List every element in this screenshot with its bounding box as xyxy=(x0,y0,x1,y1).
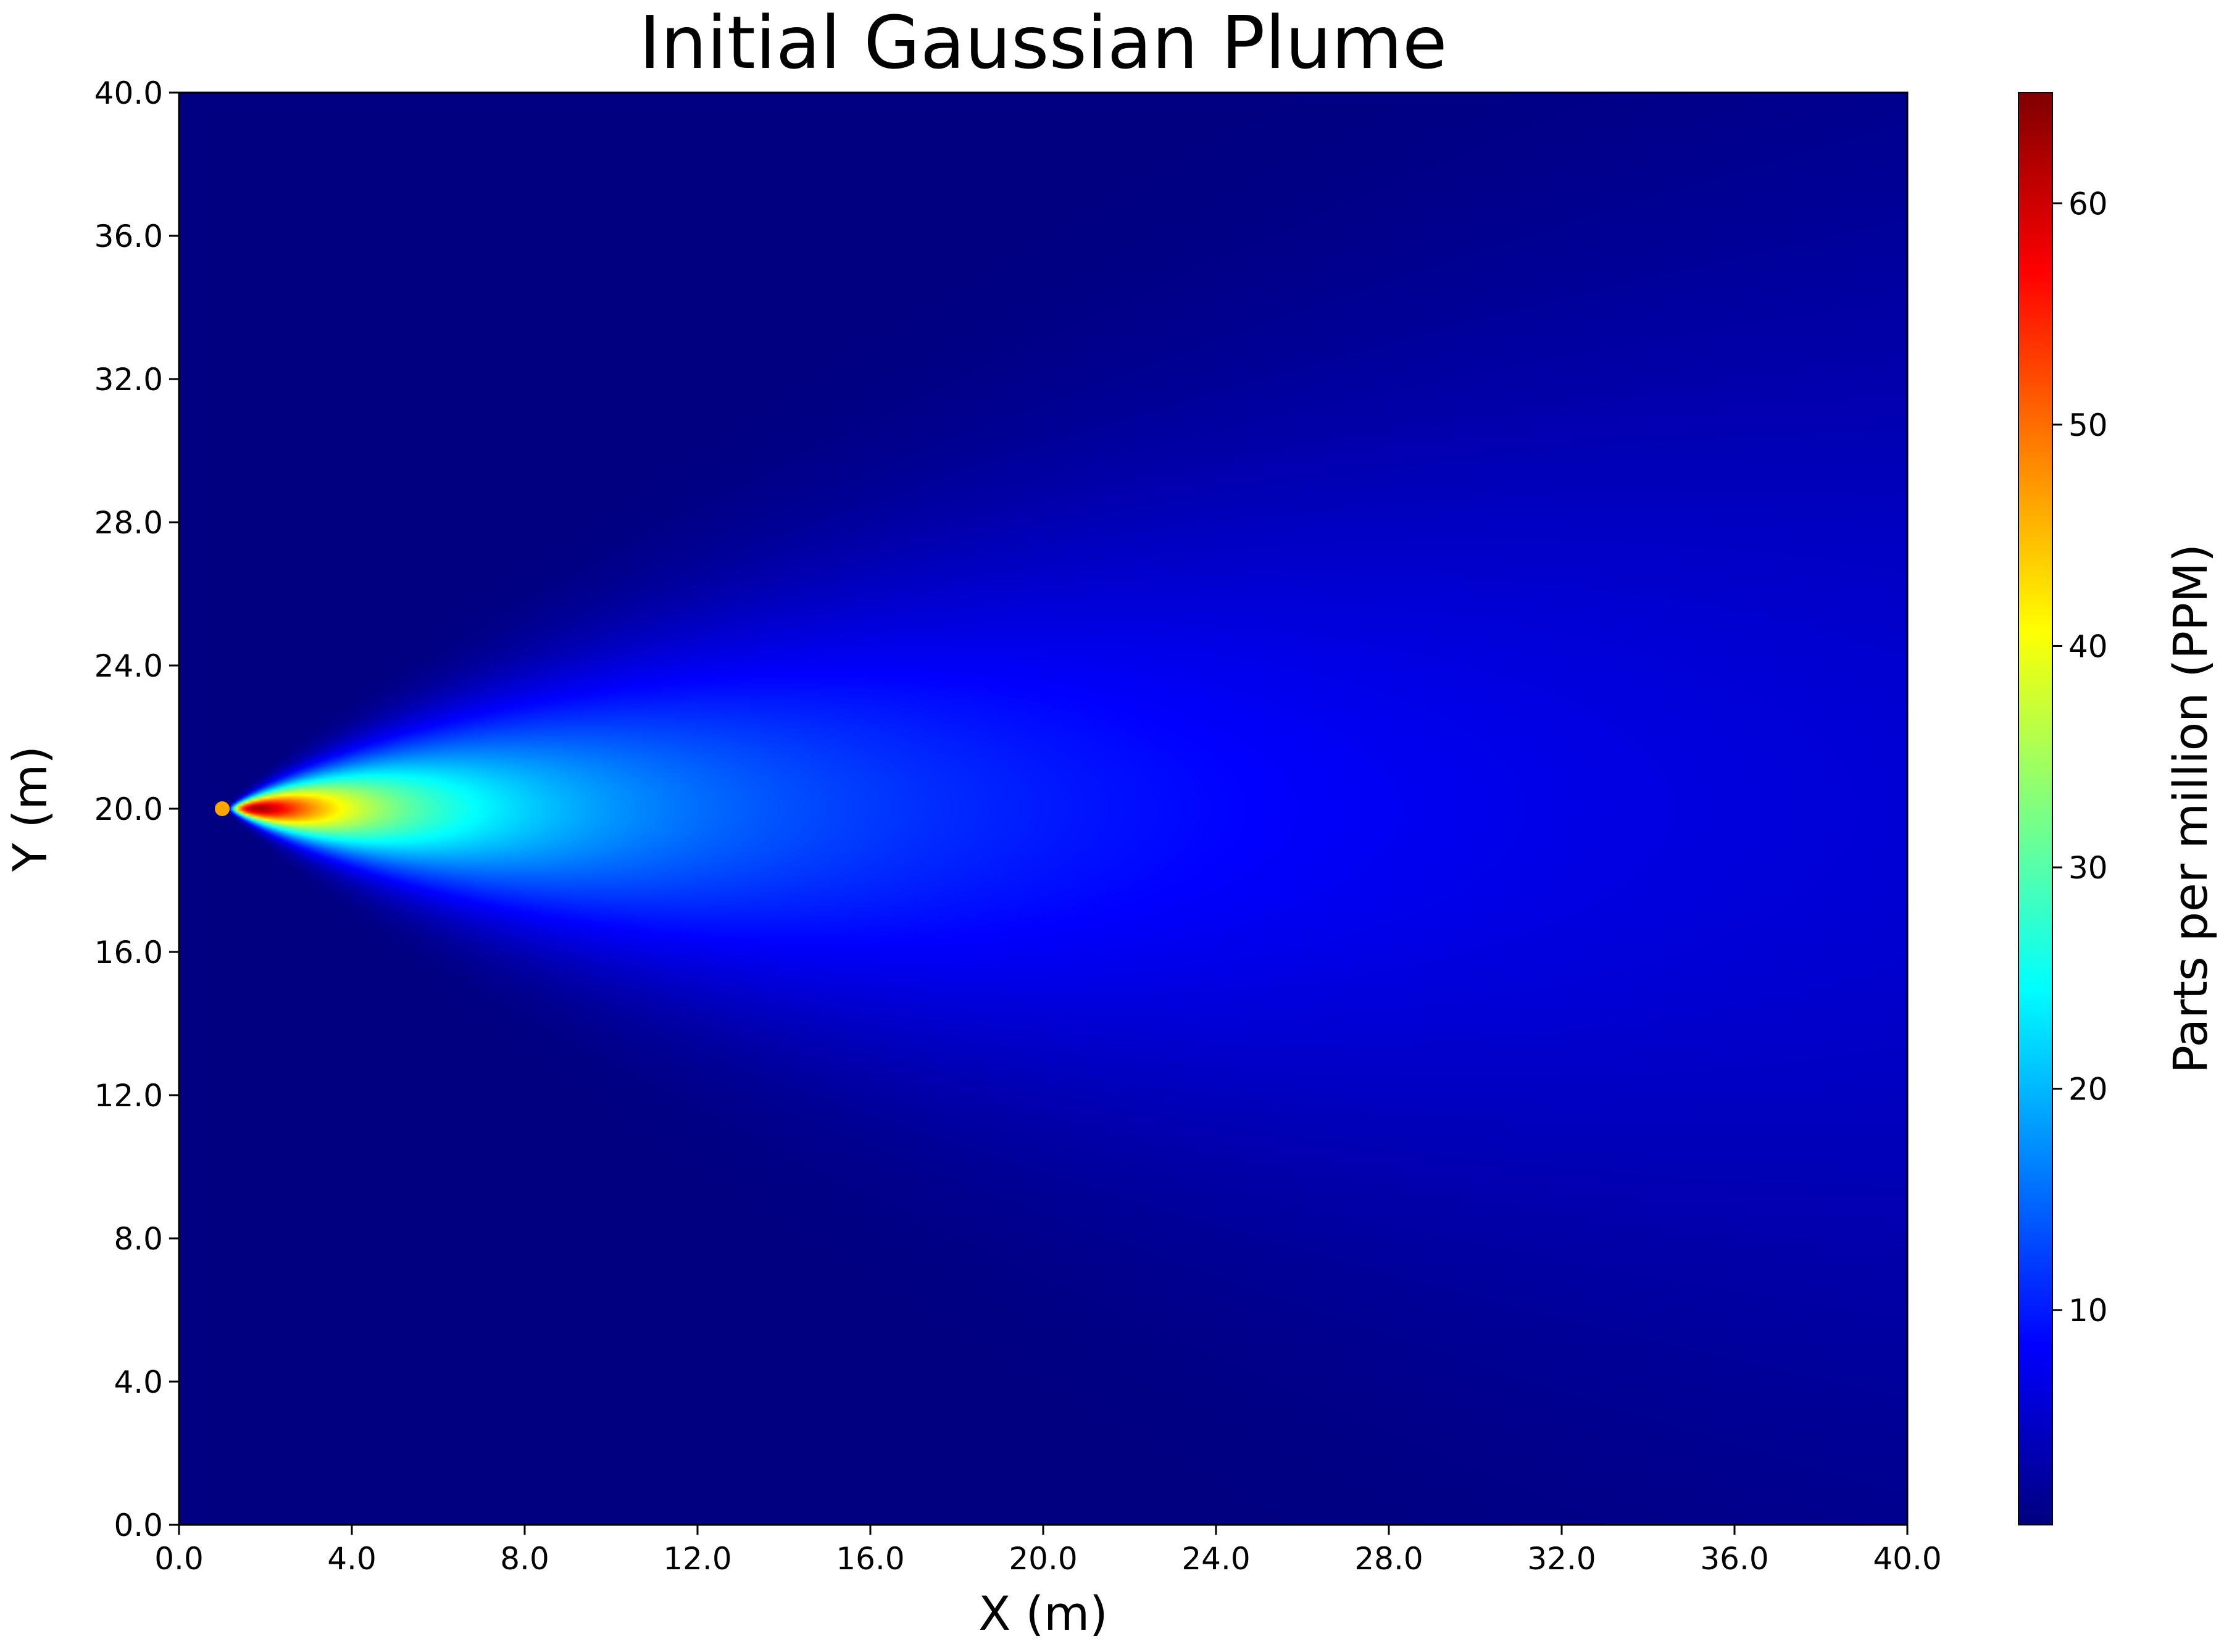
y-tick-label: 16.0 xyxy=(94,935,163,970)
x-axis-label: X (m) xyxy=(978,1586,1108,1641)
colorbar-tick-label: 40 xyxy=(2068,628,2108,664)
colorbar-tick-label: 20 xyxy=(2068,1072,2108,1108)
chart-title: Initial Gaussian Plume xyxy=(639,0,1447,85)
x-tick-label: 36.0 xyxy=(1700,1541,1768,1577)
colorbar-label: Parts per million (PPM) xyxy=(2163,544,2218,1074)
y-tick-label: 20.0 xyxy=(94,791,163,827)
y-tick-label: 12.0 xyxy=(94,1078,163,1114)
x-tick-label: 16.0 xyxy=(836,1541,904,1577)
colorbar-tick-label: 10 xyxy=(2068,1293,2108,1329)
y-axis-label: Y (m) xyxy=(2,746,57,872)
y-tick-label: 40.0 xyxy=(94,75,163,111)
x-tick-label: 28.0 xyxy=(1354,1541,1423,1577)
colorbar-tick-label: 50 xyxy=(2068,407,2108,443)
y-tick-label: 4.0 xyxy=(114,1364,163,1400)
x-tick-label: 8.0 xyxy=(500,1541,549,1577)
y-tick-label: 24.0 xyxy=(94,648,163,684)
y-tick-label: 8.0 xyxy=(114,1221,163,1257)
x-tick-label: 12.0 xyxy=(663,1541,731,1577)
colorbar-gradient xyxy=(2018,92,2053,1525)
y-tick-label: 36.0 xyxy=(94,219,163,254)
y-tick-label: 28.0 xyxy=(94,505,163,541)
x-tick-label: 4.0 xyxy=(327,1541,377,1577)
plume-heatmap xyxy=(179,93,1907,1525)
colorbar-tick-label: 30 xyxy=(2068,850,2108,886)
x-tick-label: 32.0 xyxy=(1527,1541,1596,1577)
y-axis: 0.0 4.0 8.0 12.0 16.0 20.0 24.0 28.0 32.0 36.0 40.… xyxy=(94,75,179,1543)
colorbar-tick-label: 60 xyxy=(2068,186,2108,222)
x-tick-label: 24.0 xyxy=(1181,1541,1250,1577)
x-tick-label: 20.0 xyxy=(1009,1541,1077,1577)
x-axis: 0.0 4.0 8.0 12.0 16.0 20.0 24.0 28.0 32.0 36.0 40.… xyxy=(154,1525,1942,1577)
y-tick-label: 0.0 xyxy=(114,1508,163,1543)
y-tick-label: 32.0 xyxy=(94,362,163,398)
colorbar: 10 20 30 40 50 60 xyxy=(2018,92,2108,1525)
x-tick-label: 40.0 xyxy=(1873,1541,1941,1577)
x-tick-label: 0.0 xyxy=(154,1541,204,1577)
